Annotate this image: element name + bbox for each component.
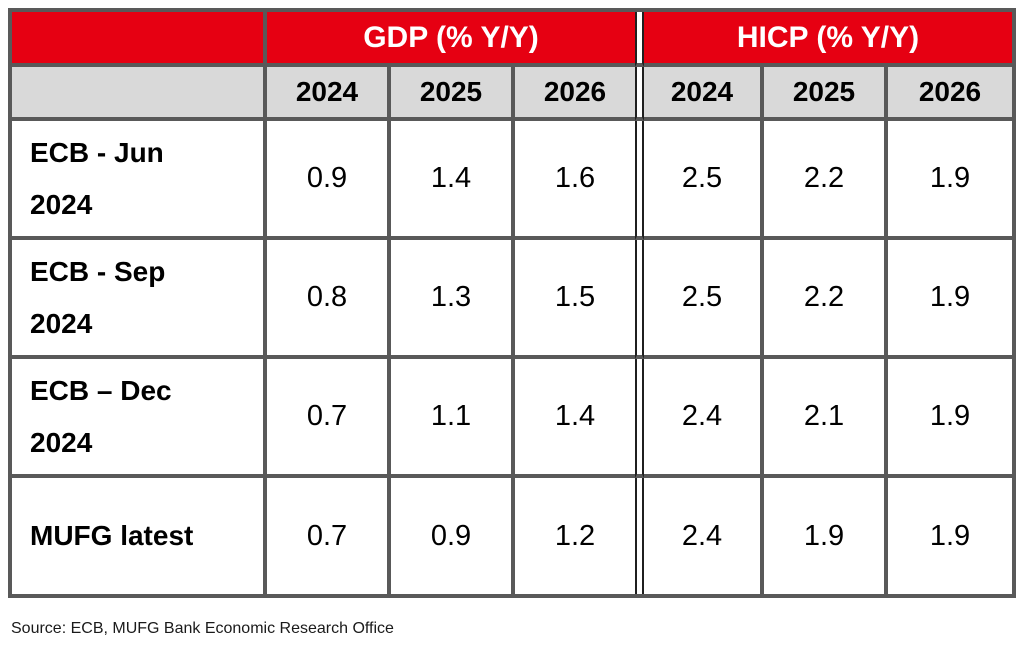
group-header-gdp: GDP (% Y/Y) (267, 12, 635, 67)
group-header-hicp: HICP (% Y/Y) (644, 12, 1012, 67)
row-label-ecb-sep-2024: ECB - Sep 2024 (12, 240, 267, 359)
hicp-2025-ecb-jun: 2.2 (764, 121, 888, 240)
row-label-ecb-jun-2024: ECB - Jun 2024 (12, 121, 267, 240)
gdp-2026-mufg: 1.2 (515, 478, 635, 594)
gdp-2025-ecb-sep: 1.3 (391, 240, 515, 359)
hicp-2026-ecb-sep: 1.9 (888, 240, 1012, 359)
hicp-2024-ecb-sep: 2.5 (644, 240, 764, 359)
hicp-2025-mufg: 1.9 (764, 478, 888, 594)
row-label-ecb-dec-2024: ECB – Dec 2024 (12, 359, 267, 478)
hicp-2024-ecb-dec: 2.4 (644, 359, 764, 478)
section-divider (635, 67, 644, 121)
forecast-table: GDP (% Y/Y) HICP (% Y/Y) 2024 2025 2026 … (8, 8, 1016, 598)
gdp-2024-mufg: 0.7 (267, 478, 391, 594)
hicp-2026-ecb-jun: 1.9 (888, 121, 1012, 240)
hicp-2026-ecb-dec: 1.9 (888, 359, 1012, 478)
section-divider (635, 478, 644, 594)
hicp-2024-mufg: 2.4 (644, 478, 764, 594)
corner-header-cell (12, 12, 267, 67)
section-divider (635, 12, 644, 67)
gdp-2025-ecb-dec: 1.1 (391, 359, 515, 478)
hicp-2025-ecb-dec: 2.1 (764, 359, 888, 478)
gdp-2025-ecb-jun: 1.4 (391, 121, 515, 240)
section-divider (635, 121, 644, 240)
source-attribution: Source: ECB, MUFG Bank Economic Research… (11, 620, 394, 637)
year-header-spacer (12, 67, 267, 121)
year-header-gdp-2025: 2025 (391, 67, 515, 121)
row-label-mufg-latest: MUFG latest (12, 478, 267, 594)
gdp-2026-ecb-sep: 1.5 (515, 240, 635, 359)
section-divider (635, 240, 644, 359)
hicp-2026-mufg: 1.9 (888, 478, 1012, 594)
gdp-2024-ecb-dec: 0.7 (267, 359, 391, 478)
year-header-hicp-2025: 2025 (764, 67, 888, 121)
year-header-gdp-2024: 2024 (267, 67, 391, 121)
gdp-2026-ecb-dec: 1.4 (515, 359, 635, 478)
gdp-2024-ecb-sep: 0.8 (267, 240, 391, 359)
year-header-hicp-2026: 2026 (888, 67, 1012, 121)
year-header-gdp-2026: 2026 (515, 67, 635, 121)
hicp-2025-ecb-sep: 2.2 (764, 240, 888, 359)
gdp-2026-ecb-jun: 1.6 (515, 121, 635, 240)
gdp-2024-ecb-jun: 0.9 (267, 121, 391, 240)
year-header-hicp-2024: 2024 (644, 67, 764, 121)
gdp-2025-mufg: 0.9 (391, 478, 515, 594)
section-divider (635, 359, 644, 478)
hicp-2024-ecb-jun: 2.5 (644, 121, 764, 240)
page: GDP (% Y/Y) HICP (% Y/Y) 2024 2025 2026 … (8, 8, 1016, 637)
